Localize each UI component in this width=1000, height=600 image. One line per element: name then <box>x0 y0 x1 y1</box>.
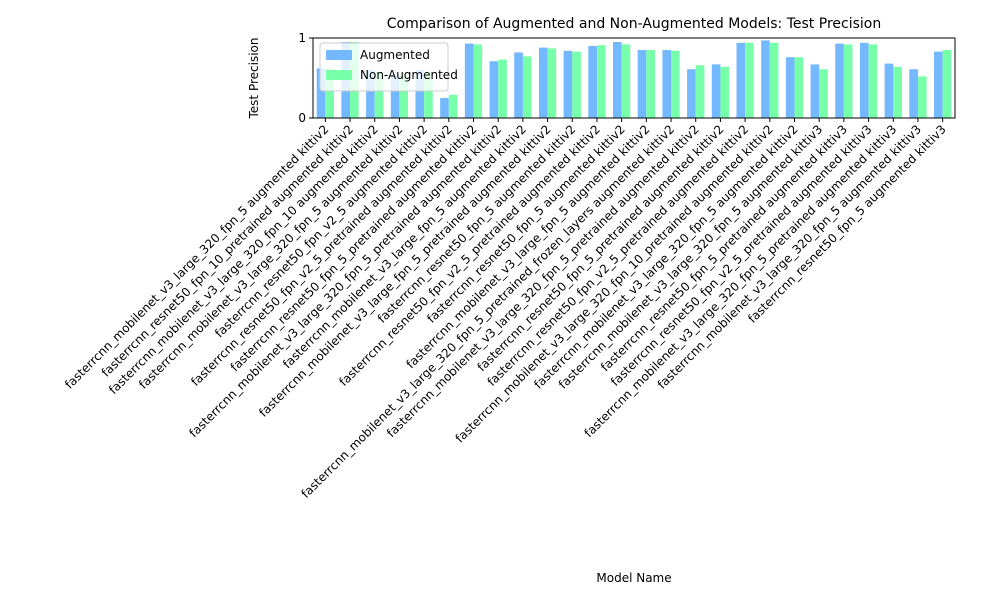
bar <box>489 61 499 118</box>
bar <box>785 57 795 118</box>
bar <box>810 64 820 118</box>
bar <box>522 56 532 118</box>
chart-title: Comparison of Augmented and Non-Augmente… <box>387 16 881 32</box>
y-tick-label: 0 <box>298 111 306 125</box>
bar <box>588 46 597 118</box>
bar <box>769 42 779 118</box>
bar <box>909 69 918 118</box>
bar <box>843 44 853 118</box>
legend-label: Augmented <box>360 48 430 62</box>
bar <box>745 42 754 118</box>
bar <box>646 50 655 118</box>
bar <box>596 45 606 119</box>
bar <box>720 66 730 118</box>
bar <box>572 51 581 118</box>
bar <box>671 50 680 118</box>
bar <box>448 94 458 118</box>
bar <box>547 48 557 118</box>
plot-frame <box>312 37 956 119</box>
bar <box>374 71 384 118</box>
bar <box>390 74 400 118</box>
x-tick-label: fasterrcnn_mobilenet_v3_large_320_fpn_5_… <box>186 122 504 440</box>
bar <box>711 64 721 118</box>
bar <box>917 76 927 118</box>
x-axis-label: Model Name <box>596 571 671 585</box>
bar <box>366 70 375 118</box>
bar <box>316 68 326 118</box>
bar <box>464 43 474 118</box>
bar <box>695 65 705 118</box>
bar <box>621 44 631 118</box>
bar <box>473 44 483 118</box>
bar <box>736 42 746 118</box>
bar <box>868 44 878 118</box>
y-tick-label: 1 <box>298 31 306 45</box>
bar <box>794 57 804 118</box>
bar <box>399 75 409 118</box>
y-axis-label: Test Precision <box>247 38 261 120</box>
bar <box>613 42 622 118</box>
legend: Augmented Non-Augmented <box>319 42 458 92</box>
bar <box>884 63 894 118</box>
bar <box>859 42 869 118</box>
bar <box>563 50 573 118</box>
bar <box>415 70 425 118</box>
bar <box>538 47 548 118</box>
bar <box>514 52 523 118</box>
bar <box>942 50 952 118</box>
bar <box>934 51 943 118</box>
bar <box>687 69 696 118</box>
bar <box>637 50 647 118</box>
legend-swatch <box>326 70 352 80</box>
bar <box>325 68 334 118</box>
bar <box>893 66 902 118</box>
bar <box>662 50 672 118</box>
bar <box>819 69 828 118</box>
bar <box>835 43 844 118</box>
bar <box>424 71 433 118</box>
legend-label: Non-Augmented <box>360 68 458 82</box>
bar <box>440 98 449 118</box>
bar <box>761 40 770 118</box>
legend-swatch <box>326 50 352 60</box>
bar <box>498 59 507 118</box>
